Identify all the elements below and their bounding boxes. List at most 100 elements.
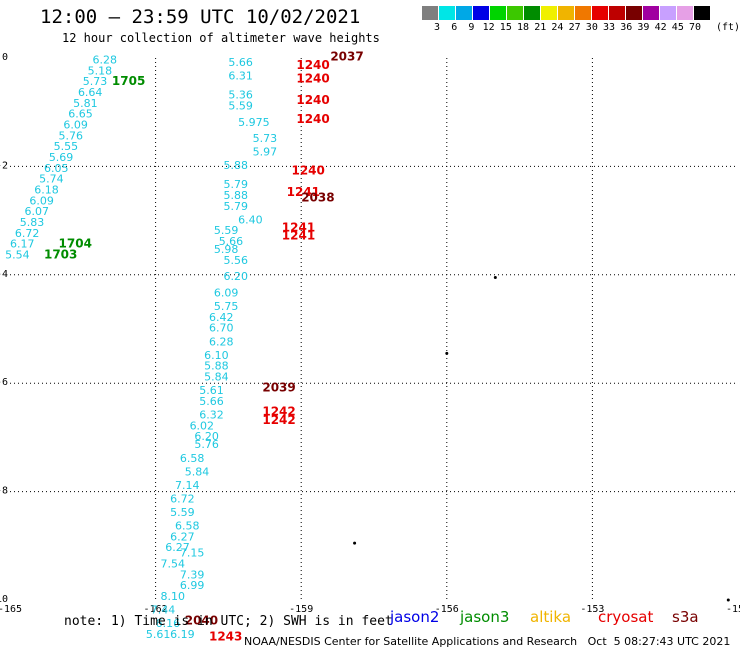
scale-label: 12 (482, 22, 495, 33)
pass-time-label: 2037 (330, 50, 363, 64)
swh-value: 6.07 (25, 205, 49, 218)
swh-value: 6.31 (228, 70, 253, 83)
scale-label: 39 (637, 22, 650, 33)
y-tick-label: 0 (2, 52, 8, 63)
y-tick-label: -6 (0, 377, 8, 388)
swh-value: 5.66 (228, 56, 253, 69)
swh-value: 5.76 (59, 129, 84, 142)
pass-time-label: 1240 (296, 93, 329, 107)
swh-value: 5.88 (204, 360, 229, 373)
scale-label: 42 (654, 22, 667, 33)
scale-label: 33 (603, 22, 616, 33)
scale-unit: (ft) (716, 22, 740, 33)
swh-value: 5.66 (219, 235, 244, 248)
pass-time-label: 1703 (44, 248, 77, 262)
scale-label: 3 (434, 22, 441, 33)
swh-value: 8.10 (160, 590, 185, 603)
swh-value: 6.20 (224, 270, 249, 283)
scale-label: 15 (499, 22, 512, 33)
swh-value: 5.56 (224, 254, 249, 267)
pass-time-label: 1241 (287, 185, 320, 199)
pass-time-label: 1240 (296, 112, 329, 126)
scale-swatch (592, 6, 609, 20)
scale-label: 36 (620, 22, 633, 33)
swh-value: 5.97 (253, 146, 278, 159)
scale-label: 9 (468, 22, 475, 33)
swh-value: 5.975 (238, 116, 270, 129)
pass-time-label: 1240 (291, 164, 324, 178)
island-marker (493, 276, 497, 280)
x-tick-label: -150 (726, 604, 740, 615)
x-tick-label: -162 (144, 604, 168, 615)
scale-swatch (490, 6, 507, 20)
swh-value: 6.05 (44, 162, 68, 175)
swh-value: 6.16 (156, 617, 181, 630)
swh-value: 5.73 (83, 75, 108, 88)
swh-value: 5.36 (228, 89, 253, 102)
pass-time-label: 1240 (296, 58, 329, 72)
swh-value: 5.74 (39, 173, 64, 186)
swh-value: 5.75 (214, 300, 239, 313)
pass-time-label: 1240 (296, 71, 329, 85)
swh-value: 6.27 (170, 530, 195, 543)
swh-value: 5.66 (199, 395, 224, 408)
swh-value: 6.18 (34, 184, 59, 197)
swh-value: 5.55 (54, 140, 79, 153)
swh-value: 5.79 (224, 200, 249, 213)
scale-swatch (609, 6, 626, 20)
swh-value: 6.10 (204, 349, 229, 362)
swh-value: 6.58 (180, 452, 205, 465)
footer-note: note: 1) Time is in UTC; 2) SWH is in fe… (64, 614, 393, 629)
swh-value: 6.72 (15, 227, 40, 240)
island-marker (445, 351, 449, 355)
island-marker (353, 541, 357, 545)
legend-item-cryosat: cryosat (598, 608, 654, 626)
swh-value: 6.32 (199, 408, 224, 421)
wave-height-color-scale (422, 6, 711, 20)
swh-value: 6.17 (10, 238, 35, 251)
swh-value: 5.81 (73, 97, 98, 110)
pass-time-label: 1243 (209, 630, 242, 644)
swh-value: 5.98 (214, 243, 239, 256)
scale-swatch (422, 6, 439, 20)
swh-value: 7.39 (180, 568, 205, 581)
scale-swatch (558, 6, 575, 20)
scale-label: 18 (517, 22, 530, 33)
legend-item-altika: altika (530, 608, 572, 626)
swh-value: 6.40 (238, 213, 263, 226)
swh-value: 5.61 (199, 384, 224, 397)
swh-value: 6.28 (93, 53, 118, 66)
swh-value: 6.70 (209, 322, 234, 335)
y-tick-label: -2 (0, 160, 8, 171)
swh-value: 5.84 (204, 370, 229, 383)
swh-value: 6.58 (175, 520, 200, 533)
swh-value: 7.14 (175, 479, 200, 492)
swh-value: 6.09 (63, 118, 88, 131)
scale-swatch (694, 6, 711, 20)
scale-label: 45 (671, 22, 684, 33)
pass-time-label: 1242 (262, 405, 295, 419)
scale-swatch (473, 6, 490, 20)
swh-value: 5.69 (49, 151, 74, 164)
swh-value: 5.83 (20, 216, 44, 229)
y-tick-label: -8 (0, 486, 8, 497)
scale-swatch (677, 6, 694, 20)
swh-value: 5.61 (146, 628, 171, 641)
swh-value: 6.72 (170, 492, 195, 505)
footer-credit: NOAA/NESDIS Center for Satellite Applica… (244, 635, 731, 648)
swh-value: 7.54 (160, 557, 185, 570)
x-tick-label: -156 (435, 604, 459, 615)
pass-time-label: 1704 (59, 237, 92, 251)
swh-value: 5.84 (185, 465, 210, 478)
x-tick-label: -153 (580, 604, 604, 615)
scale-swatch (507, 6, 524, 20)
swh-value: 5.18 (88, 64, 113, 77)
pass-time-label: 2039 (262, 380, 295, 394)
scale-swatch (541, 6, 558, 20)
pass-time-label: 2040 (185, 613, 218, 627)
swh-value: 5.73 (253, 132, 278, 145)
page-title: 12:00 — 23:59 UTC 10/02/2021 (40, 6, 361, 28)
scale-swatch (575, 6, 592, 20)
legend-item-jason3: jason3 (460, 608, 510, 626)
swh-value: 6.27 (165, 541, 190, 554)
